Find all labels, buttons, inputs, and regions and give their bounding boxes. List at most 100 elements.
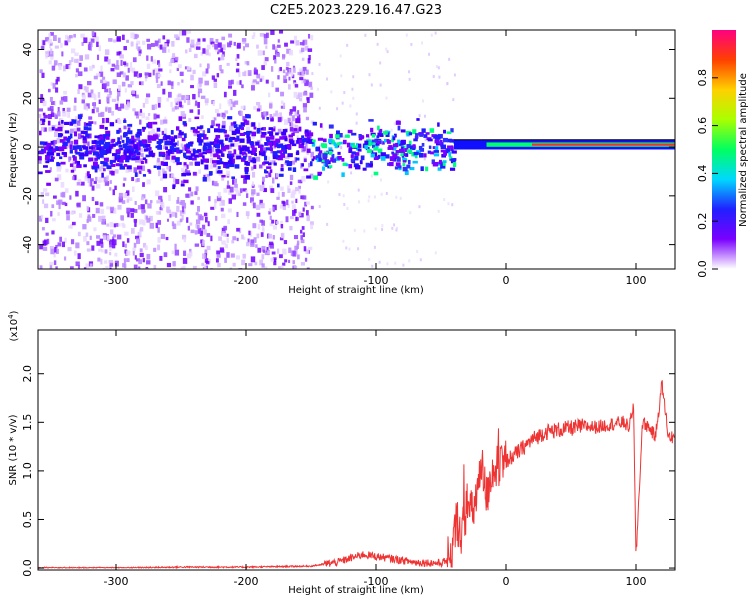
heatmap-cell	[127, 84, 133, 88]
heatmap-cell	[111, 98, 117, 103]
heatmap-cell	[391, 138, 394, 143]
heatmap-cell	[181, 79, 184, 83]
heatmap-cell	[383, 138, 387, 143]
heatmap-cell	[135, 43, 138, 50]
heatmap-cell	[144, 159, 148, 164]
heatmap-cell	[272, 225, 277, 230]
heatmap-cell	[266, 111, 269, 116]
heatmap-cell	[251, 81, 255, 85]
heatmap-cell	[123, 177, 127, 181]
heatmap-cell	[257, 247, 262, 253]
colorbar-gradient	[712, 30, 736, 269]
heatmap-cell	[66, 107, 71, 112]
heatmap-cell	[194, 243, 200, 247]
heatmap-cell	[257, 50, 263, 56]
heatmap-cell	[224, 144, 230, 150]
heatmap-cell	[176, 162, 182, 165]
heatmap-cell	[69, 144, 73, 150]
heatmap-cell	[146, 93, 151, 98]
heatmap-cell	[219, 247, 224, 253]
heatmap-cell	[148, 215, 153, 222]
heatmap-cell	[244, 61, 248, 65]
heatmap-cell	[220, 128, 226, 133]
heatmap-cell	[288, 49, 294, 56]
heatmap-cell	[101, 172, 104, 178]
heatmap-cell	[50, 53, 54, 60]
heatmap-cell	[433, 150, 439, 153]
heatmap-cell	[240, 105, 245, 109]
heatmap-cell	[140, 153, 144, 158]
heatmap-cell	[98, 176, 103, 183]
heatmap-cell	[312, 156, 316, 160]
heatmap-cell	[144, 98, 149, 104]
heatmap-cell	[304, 132, 308, 136]
heatmap-cell	[73, 33, 77, 38]
heatmap-cell	[202, 146, 208, 151]
heatmap-cell	[409, 145, 416, 151]
heatmap-cell	[282, 54, 286, 60]
heatmap-cell	[223, 161, 228, 166]
heatmap-cell	[193, 53, 198, 59]
heatmap-cell	[304, 45, 309, 51]
heatmap-cell	[205, 150, 212, 153]
heatmap-cell	[38, 215, 43, 222]
heatmap-cell	[175, 126, 180, 131]
heatmap-cell	[122, 155, 128, 160]
heatmap-cell	[437, 66, 440, 70]
heatmap-cell	[161, 154, 166, 158]
heatmap-cell	[263, 60, 267, 66]
heatmap-cell	[402, 163, 406, 167]
heatmap-cell	[234, 139, 238, 142]
heatmap-cell	[239, 80, 242, 85]
heatmap-cell	[190, 85, 194, 89]
heatmap-cell	[125, 155, 131, 160]
heatmap-cell	[39, 265, 43, 269]
heatmap-cell	[194, 191, 198, 195]
heatmap-cell	[177, 133, 183, 139]
heatmap-cell	[264, 266, 268, 269]
heatmap-cell	[104, 88, 109, 93]
heatmap-cell	[106, 133, 111, 137]
heatmap-cell	[287, 188, 291, 194]
heatmap-cell	[159, 44, 163, 50]
heatmap-cell	[229, 125, 234, 132]
heatmap-cell	[266, 247, 269, 253]
heatmap-cell	[223, 91, 227, 98]
heatmap-cell	[312, 139, 316, 143]
heatmap-cell	[408, 132, 413, 136]
heatmap-cell	[300, 262, 305, 266]
heatmap-cell	[205, 68, 209, 74]
heatmap-cell	[138, 49, 142, 54]
heatmap-cell	[280, 100, 284, 105]
heatmap-cell	[289, 127, 294, 132]
heatmap-cell	[240, 122, 245, 127]
heatmap-cell	[154, 134, 158, 140]
heatmap-cell	[292, 260, 295, 265]
heatmap-cell	[255, 244, 258, 248]
heatmap-cell	[147, 135, 153, 141]
heatmap-cell	[299, 70, 304, 76]
heatmap-cell	[91, 140, 97, 144]
heatmap-cell	[190, 127, 193, 132]
heatmap-cell	[222, 115, 225, 120]
heatmap-cell	[375, 142, 380, 146]
heatmap-cell	[48, 60, 52, 65]
heatmap-cell	[55, 266, 58, 269]
heatmap-cell	[242, 188, 247, 192]
heatmap-cell	[368, 119, 374, 122]
heatmap-cell	[120, 59, 123, 66]
heatmap-cell	[72, 156, 77, 161]
heatmap-cell	[88, 121, 94, 124]
heatmap-cell	[269, 222, 274, 227]
heatmap-cell	[286, 199, 289, 206]
heatmap-cell	[96, 147, 102, 151]
heatmap-cell	[233, 121, 237, 125]
heatmap-cell	[122, 183, 125, 187]
heatmap-cell	[153, 247, 157, 252]
heatmap-cell	[230, 79, 234, 85]
heatmap-cell	[234, 186, 238, 192]
heatmap-cell	[145, 154, 150, 158]
heatmap-cell	[213, 153, 218, 158]
heatmap-cell	[98, 99, 101, 105]
heatmap-cell	[136, 178, 140, 182]
